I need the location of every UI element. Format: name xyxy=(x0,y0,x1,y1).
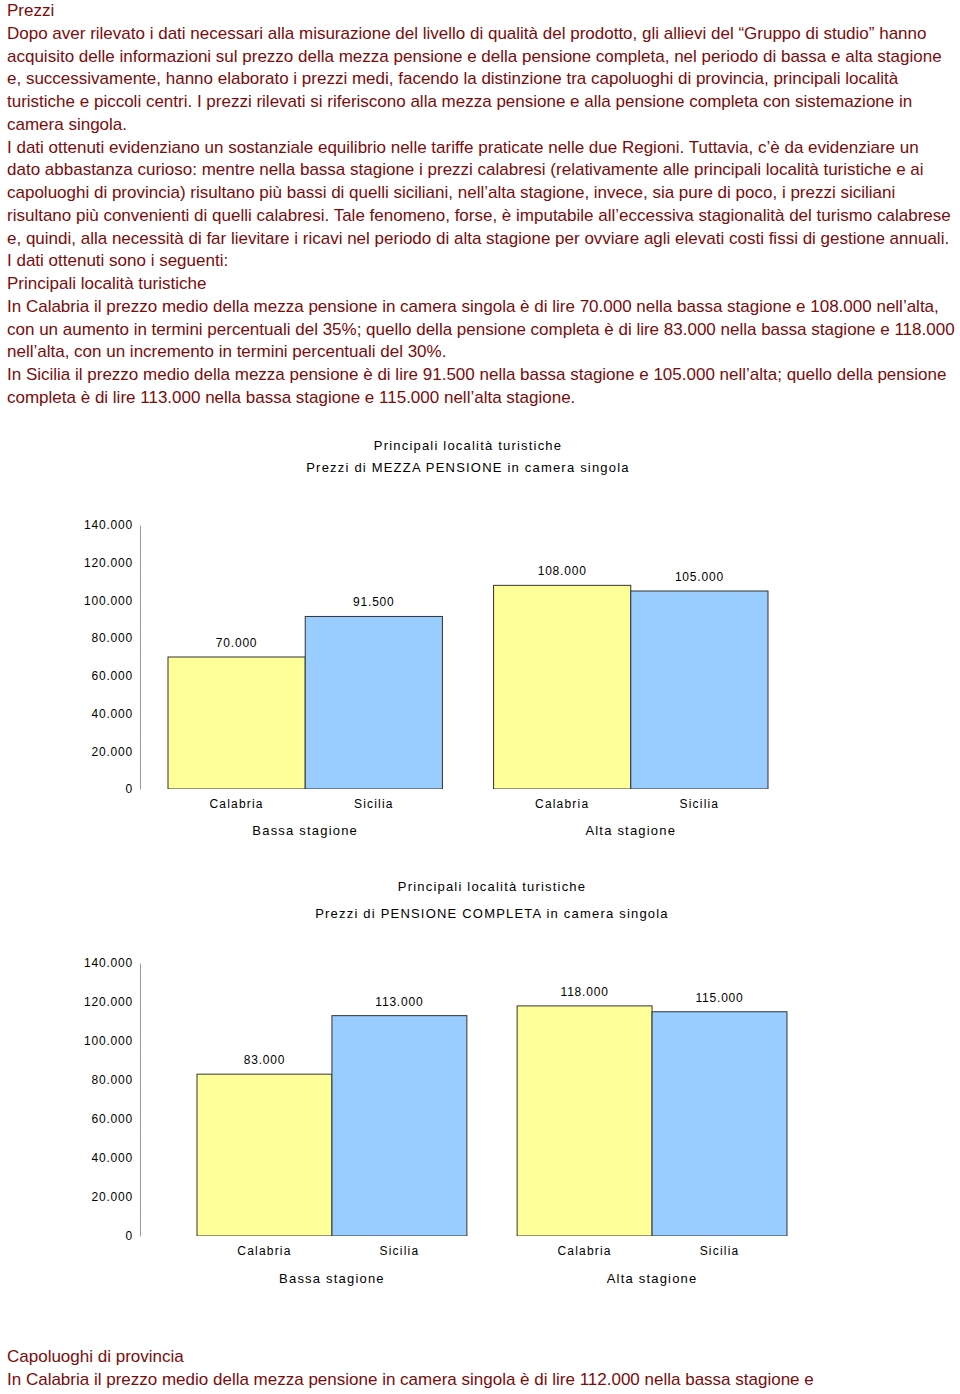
bar xyxy=(631,591,768,789)
chart: Principali località turistiche Prezzi di … xyxy=(0,430,960,850)
y-tick-label: 120.000 xyxy=(84,995,133,1009)
data-label: 115.000 xyxy=(695,991,743,1005)
y-axis: 0 20.000 40.000 60.000 80.000 100.000 120.000 1… xyxy=(84,956,140,1243)
y-tick: 120.000 xyxy=(84,995,140,1009)
y-tick-label: 60.000 xyxy=(91,669,133,683)
y-axis-line xyxy=(140,526,141,790)
paragraph: Prezzi xyxy=(7,0,955,23)
y-tick-label: 100.000 xyxy=(84,1034,133,1048)
y-tick-label: 120.000 xyxy=(84,556,133,570)
bar xyxy=(652,1012,787,1236)
labels: 70.000 Calabria 108.000 Calabria 91.500 Sicil… xyxy=(209,564,723,838)
chart-subtitle: Prezzi di PENSIONE COMPLETA in camera si… xyxy=(315,906,669,921)
bar xyxy=(517,1006,652,1236)
bar xyxy=(197,1074,332,1236)
x-tick-label: Bassa stagione xyxy=(252,823,358,838)
x-tick-label: Alta stagione xyxy=(607,1271,698,1286)
paragraph: In Sicilia il prezzo medio della mezza p… xyxy=(7,364,955,410)
y-tick-label: 80.000 xyxy=(91,631,133,645)
series-label: Calabria xyxy=(535,797,589,811)
chart-subtitle: Prezzi di MEZZA PENSIONE in camera singo… xyxy=(306,460,630,475)
paragraph: I dati ottenuti sono i seguenti: xyxy=(7,250,955,273)
y-tick-label: 0 xyxy=(126,1229,133,1243)
bar xyxy=(305,616,442,789)
y-tick: 60.000 xyxy=(91,1112,140,1126)
y-tick: 100.000 xyxy=(84,594,140,608)
y-tick: 60.000 xyxy=(91,669,140,683)
y-axis: 0 20.000 40.000 60.000 80.000 100.000 120.000 1… xyxy=(84,518,140,796)
series-label: Calabria xyxy=(237,1244,291,1258)
series-label: Calabria xyxy=(557,1244,611,1258)
y-tick-label: 140.000 xyxy=(84,956,133,970)
bars xyxy=(168,585,768,789)
y-tick-label: 100.000 xyxy=(84,594,133,608)
y-tick-label: 0 xyxy=(126,782,133,796)
data-label: 118.000 xyxy=(561,985,609,999)
bars xyxy=(197,1006,787,1236)
chart-title: Principali località turistiche xyxy=(398,879,586,894)
labels: 83.000 Calabria 118.000 Calabria 113.000 Sici… xyxy=(237,985,743,1286)
x-tick-label: Alta stagione xyxy=(585,823,676,838)
series-label: Sicilia xyxy=(380,1244,420,1258)
bar xyxy=(494,585,631,789)
y-tick-label: 40.000 xyxy=(91,707,133,721)
y-tick: 0 xyxy=(126,782,140,796)
x-tick-label: Bassa stagione xyxy=(279,1271,385,1286)
data-label: 113.000 xyxy=(375,995,423,1009)
y-tick: 80.000 xyxy=(91,1073,140,1087)
y-tick-label: 40.000 xyxy=(91,1151,133,1165)
chart: Principali località turistiche Prezzi di … xyxy=(0,872,960,1292)
chart-title: Principali località turistiche xyxy=(374,438,562,453)
data-label: 83.000 xyxy=(244,1053,286,1067)
data-label: 108.000 xyxy=(538,564,587,578)
y-tick-label: 20.000 xyxy=(91,1190,133,1204)
y-tick: 20.000 xyxy=(91,745,140,759)
bar xyxy=(168,657,305,789)
y-tick-label: 60.000 xyxy=(91,1112,133,1126)
y-tick: 140.000 xyxy=(84,518,140,532)
y-tick-label: 140.000 xyxy=(84,518,133,532)
series-label: Sicilia xyxy=(680,797,720,811)
paragraph: Dopo aver rilevato i dati necessari alla… xyxy=(7,23,955,137)
y-tick-label: 80.000 xyxy=(91,1073,133,1087)
series-label: Calabria xyxy=(209,797,263,811)
y-tick: 40.000 xyxy=(91,1151,140,1165)
y-tick: 120.000 xyxy=(84,556,140,570)
data-label: 105.000 xyxy=(675,570,724,584)
y-tick: 20.000 xyxy=(91,1190,140,1204)
y-tick: 80.000 xyxy=(91,631,140,645)
y-tick: 140.000 xyxy=(84,956,140,970)
paragraph: Capoluoghi di provincia xyxy=(7,1346,955,1369)
y-tick: 0 xyxy=(126,1229,140,1243)
text-block: PrezziDopo aver rilevato i dati necessar… xyxy=(7,0,955,410)
series-label: Sicilia xyxy=(354,797,394,811)
bar xyxy=(332,1016,467,1236)
series-label: Sicilia xyxy=(700,1244,740,1258)
y-axis-line xyxy=(140,964,141,1237)
paragraph: In Calabria il prezzo medio della mezza … xyxy=(7,296,955,364)
paragraph: I dati ottenuti evidenziano un sostanzia… xyxy=(7,137,955,251)
paragraph: In Calabria il prezzo medio della mezza … xyxy=(7,1369,955,1392)
data-label: 70.000 xyxy=(216,636,258,650)
y-tick: 100.000 xyxy=(84,1034,140,1048)
text-block: Capoluoghi di provinciaIn Calabria il pr… xyxy=(7,1346,955,1392)
y-tick: 40.000 xyxy=(91,707,140,721)
data-label: 91.500 xyxy=(353,595,395,609)
paragraph: Principali località turistiche xyxy=(7,273,955,296)
y-tick-label: 20.000 xyxy=(91,745,133,759)
